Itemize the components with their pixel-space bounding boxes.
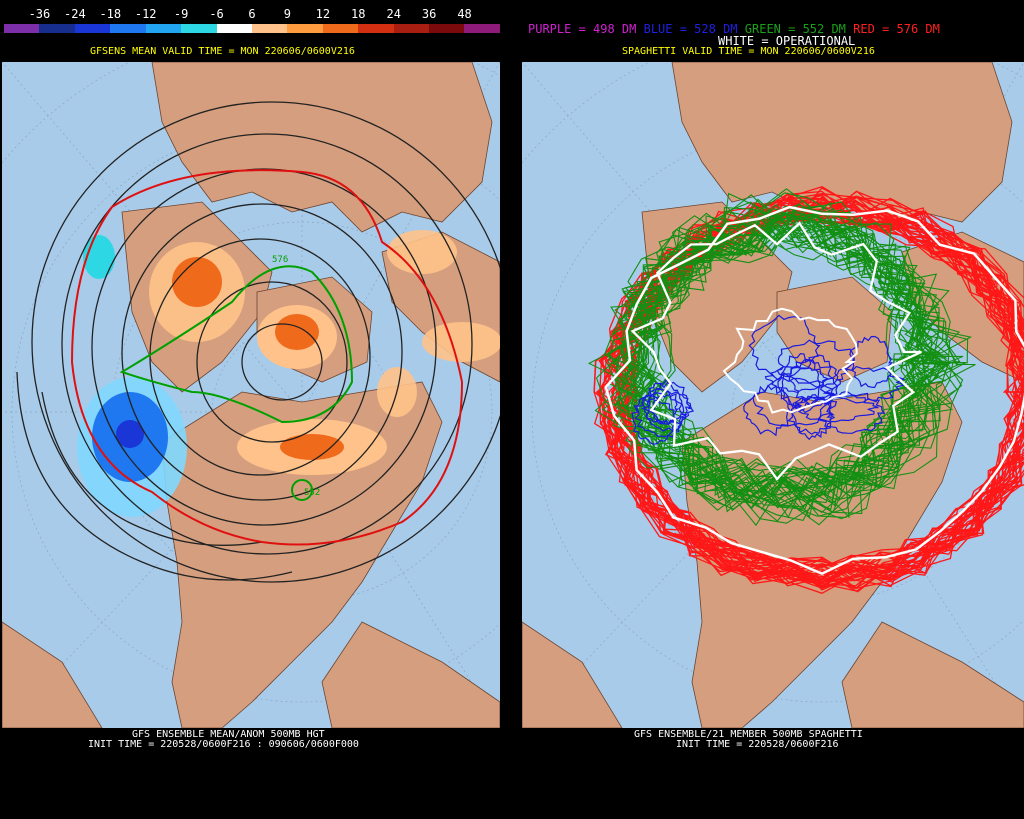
colorbar-segment (464, 24, 500, 33)
contour-label-576: 576 (272, 255, 288, 265)
legend-red: RED = 576 DM (853, 22, 940, 36)
spaghetti-contour (640, 378, 693, 433)
ensemble-mean-map: 576 552 (2, 62, 500, 728)
contour-label-552: 552 (304, 488, 320, 498)
spaghetti-contour (743, 384, 792, 437)
spaghetti-map-svg (522, 62, 1024, 728)
spaghetti-contour (622, 225, 960, 509)
spaghetti-contour (613, 188, 964, 505)
spaghetti-contour (630, 221, 922, 481)
spaghetti-contour (634, 388, 687, 438)
spaghetti-contour (776, 339, 855, 388)
spaghetti-contour (599, 192, 1024, 589)
right-footer-line2: INIT TIME = 220528/0600F216 (676, 739, 839, 750)
colorbar-segment (322, 24, 359, 33)
spaghetti-legend: PURPLE = 498 DM BLUE = 528 DM GREEN = 55… (528, 22, 940, 36)
spaghetti-contour (792, 393, 879, 423)
spaghetti-contour (786, 395, 836, 435)
colorbar-segment (181, 24, 217, 33)
colorbar-label: 18 (351, 7, 366, 21)
anomaly-colorbar (4, 24, 500, 33)
legend-blue: BLUE = 528 DM (643, 22, 738, 36)
spaghetti-contour (601, 212, 951, 511)
left-valid-time: GFSENS MEAN VALID TIME = MON 220606/0600… (90, 46, 355, 57)
spaghetti-contour (764, 365, 829, 394)
operational-label: WHITE = OPERATIONAL (718, 34, 856, 48)
colorbar-segment (287, 24, 323, 33)
left-footer-line1: GFS ENSEMBLE MEAN/ANOM 500MB HGT (132, 729, 325, 740)
spaghetti-contour (593, 198, 1024, 589)
left-panel: -36 -24 -18 -12 -9 -6 6 9 12 18 24 36 48 GFSENS MEAN… (0, 0, 502, 819)
spaghetti-contour (602, 196, 1024, 575)
colorbar-segment (358, 24, 394, 33)
spaghetti-contour (791, 394, 833, 441)
colorbar-segment (110, 24, 146, 33)
right-footer-line1: GFS ENSEMBLE/21 MEMBER 500MB SPAGHETTI (634, 729, 863, 740)
spaghetti-contour (636, 192, 940, 504)
spaghetti-contour (642, 210, 931, 486)
spaghetti-contour (752, 376, 838, 427)
spaghetti-contour (652, 394, 679, 425)
colorbar-segment (251, 24, 288, 33)
spaghetti-contour (604, 205, 1024, 575)
colorbar-segment (74, 24, 111, 33)
spaghetti-contour (788, 354, 841, 406)
colorbar-label: 48 (457, 7, 472, 21)
576-contour (70, 169, 464, 546)
spaghetti-lines (587, 185, 1024, 595)
height-contours (16, 101, 500, 583)
right-panel: PURPLE = 498 DM BLUE = 528 DM GREEN = 55… (522, 0, 1024, 819)
colorbar-segment (216, 24, 252, 33)
colorbar-label: -6 (209, 7, 224, 21)
colorbar-label: 9 (283, 7, 292, 21)
colorbar-segment (429, 24, 465, 33)
spaghetti-contour (625, 219, 961, 496)
colorbar-segment (393, 24, 430, 33)
552-contour-small (291, 479, 313, 501)
spaghetti-contour (632, 205, 919, 514)
spaghetti-contour (722, 307, 858, 414)
left-footer-line2: INIT TIME = 220528/0600F216 : 090606/060… (88, 739, 359, 750)
colorbar-label: -36 (28, 7, 51, 21)
spaghetti-contour (748, 314, 821, 381)
right-valid-time: SPAGHETTI VALID TIME = MON 220606/0600V2… (622, 46, 875, 57)
panel-divider (502, 0, 522, 819)
colorbar-label: -18 (99, 7, 122, 21)
spaghetti-contour (780, 358, 839, 414)
mean-map-svg: 576 552 (2, 62, 500, 728)
spaghetti-contour (599, 200, 1024, 578)
legend-purple: PURPLE = 498 DM (528, 22, 637, 36)
colorbar-label: -9 (173, 7, 189, 21)
colorbar-label: 36 (421, 7, 437, 21)
colorbar-label: -24 (64, 7, 86, 21)
colorbar-label: 6 (248, 7, 256, 21)
colorbar-label: -12 (134, 7, 157, 21)
colorbar-labels: -36 -24 -18 -12 -9 -6 6 9 12 18 24 36 48 (0, 7, 500, 21)
colorbar-segment (145, 24, 182, 33)
colorbar-label: 24 (386, 7, 401, 21)
legend-green: GREEN = 552 DM (744, 22, 846, 36)
colorbar-segment (39, 24, 75, 33)
spaghetti-map (522, 62, 1024, 728)
spaghetti-contour (637, 205, 945, 519)
552-contour (119, 265, 354, 424)
spaghetti-contour (631, 395, 676, 445)
colorbar-label: 12 (315, 7, 331, 21)
colorbar-segment (4, 24, 40, 33)
